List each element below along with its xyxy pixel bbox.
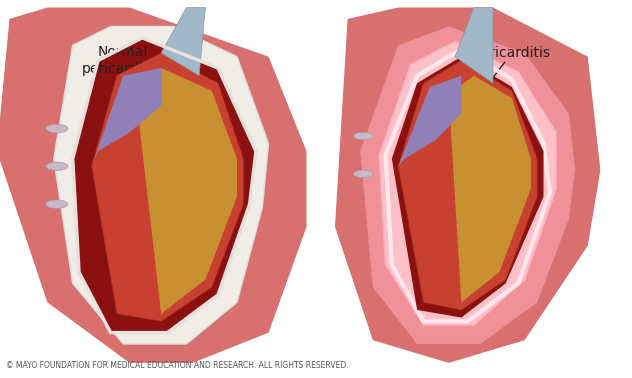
Polygon shape: [398, 76, 461, 166]
Text: © MAYO FOUNDATION FOR MEDICAL EDUCATION AND RESEARCH. ALL RIGHTS RESERVED.: © MAYO FOUNDATION FOR MEDICAL EDUCATION …: [6, 361, 349, 370]
Polygon shape: [161, 8, 205, 76]
Polygon shape: [398, 60, 537, 310]
Polygon shape: [136, 68, 237, 314]
Ellipse shape: [353, 132, 374, 140]
Polygon shape: [449, 76, 531, 302]
Polygon shape: [0, 8, 307, 363]
Polygon shape: [92, 53, 243, 321]
Ellipse shape: [46, 124, 68, 133]
Polygon shape: [54, 26, 269, 344]
Polygon shape: [73, 38, 256, 333]
Polygon shape: [92, 68, 161, 166]
Ellipse shape: [46, 200, 68, 208]
Polygon shape: [360, 26, 575, 344]
Polygon shape: [392, 57, 544, 318]
Text: Normal
pericardium: Normal pericardium: [82, 45, 165, 118]
Text: Pericarditis: Pericarditis: [473, 46, 550, 96]
Ellipse shape: [353, 170, 374, 178]
Polygon shape: [455, 8, 493, 83]
Polygon shape: [379, 42, 556, 325]
Polygon shape: [335, 8, 600, 363]
Ellipse shape: [46, 162, 68, 170]
